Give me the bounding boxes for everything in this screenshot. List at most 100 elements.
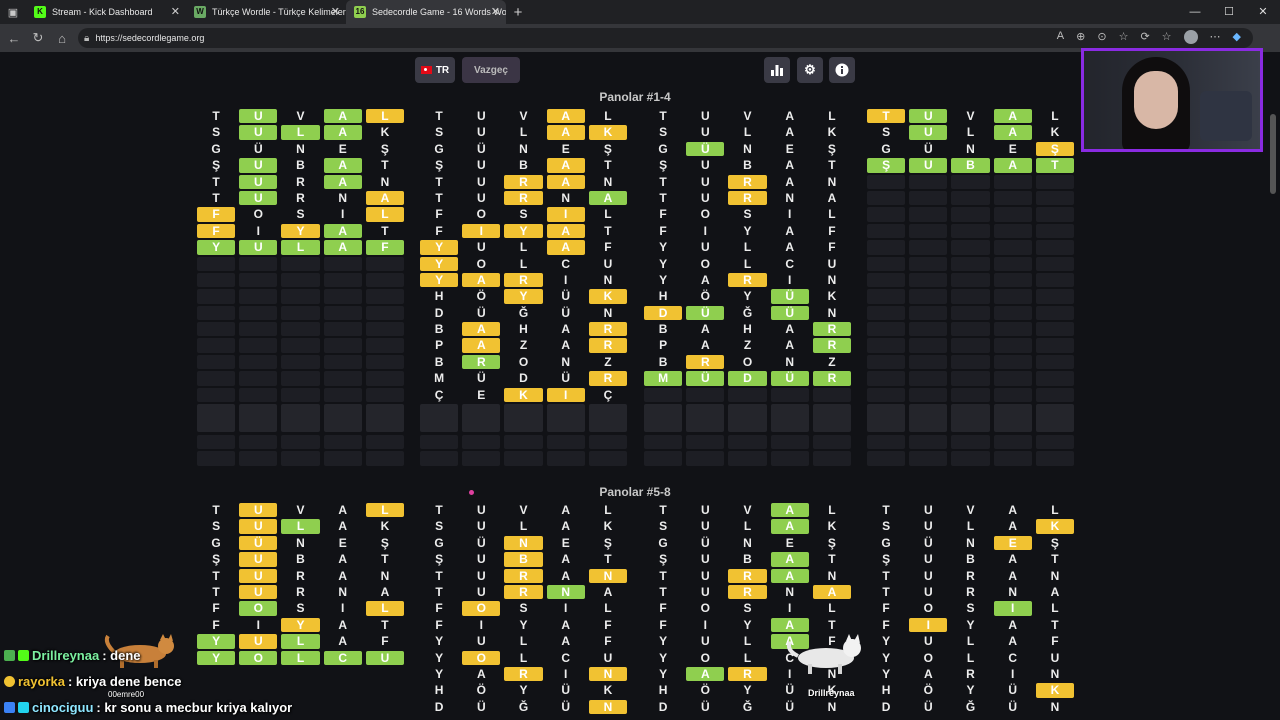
url-field[interactable]: 🔒︎ https://sedecordlegame.org A ⊕ ⊙ ☆ ⟳ … [78, 28, 1253, 48]
letter-tile: V [966, 503, 975, 517]
chat-text: : dene [102, 647, 141, 663]
letter-tile: L [281, 650, 320, 665]
browser-tab[interactable]: K Stream - Kick Dashboard ✕ [26, 0, 186, 24]
letter-tile: Ü [785, 699, 795, 714]
more-menu-icon[interactable]: ⋯ [1209, 31, 1221, 43]
close-window-icon[interactable]: ✕ [1258, 6, 1268, 18]
letter-tile: F [882, 601, 890, 616]
extensions-icon[interactable]: ⟳ [1140, 31, 1150, 43]
letter-tile: L [743, 650, 752, 665]
language-button[interactable]: TR [415, 57, 455, 83]
letter-tile: N [827, 174, 837, 189]
empty-tile [1035, 174, 1075, 189]
input-row[interactable] [644, 403, 852, 434]
letter-tile: I [788, 666, 792, 681]
tab-actions-icon[interactable]: ▣ [7, 6, 19, 19]
letter-tile: L [519, 256, 528, 271]
letter-tile: Y [435, 666, 444, 681]
letter-tile: C [323, 650, 362, 665]
zoom-icon[interactable]: ⊕ [1076, 31, 1086, 43]
letter-tile: U [476, 240, 486, 255]
letter-tile: F [828, 634, 836, 649]
close-tab-icon[interactable]: ✕ [330, 6, 340, 18]
letter-tile: Y [659, 240, 668, 255]
new-tab-button[interactable]: + [513, 3, 523, 21]
browser-tab[interactable]: W Türkçe Wordle - Türkçe Kelimeler ✕ [186, 0, 346, 24]
empty-tile [867, 371, 906, 386]
empty-tile [365, 371, 405, 386]
settings-button[interactable]: ⚙ [797, 57, 823, 83]
give-up-button[interactable]: Vazgeç [462, 57, 520, 83]
letter-tile: Y [504, 223, 543, 239]
browser-tab[interactable]: 16 Sedecordle Game - 16 Words Wo ✕ [346, 0, 506, 24]
letter-tile: U [239, 125, 278, 140]
letter-tile: I [993, 601, 1032, 616]
empty-tile [420, 435, 459, 450]
letter-tile: Ü [561, 371, 571, 386]
letter-tile: E [338, 141, 347, 156]
empty-tile [909, 289, 948, 304]
home-icon[interactable]: ⌂ [58, 30, 66, 46]
info-button[interactable] [829, 57, 855, 83]
letter-tile: N [588, 666, 628, 682]
letter-tile: S [743, 601, 752, 616]
input-row[interactable] [197, 403, 405, 434]
letter-tile: V [743, 503, 752, 517]
minimize-icon[interactable]: — [1189, 6, 1201, 18]
letter-tile: R [812, 371, 852, 386]
page-scrollbar[interactable] [1270, 114, 1276, 194]
input-row[interactable] [420, 403, 628, 434]
language-label: TR [435, 64, 450, 76]
empty-tile [197, 322, 236, 337]
letter-tile: M [644, 371, 683, 386]
read-aloud-icon[interactable]: A [1056, 30, 1065, 42]
empty-tile [951, 190, 990, 206]
letter-tile: H [658, 289, 668, 304]
letter-tile: Ş [380, 535, 389, 550]
address-bar: ← ↻ ⌂ 🔒︎ https://sedecordlegame.org A ⊕ … [0, 24, 1280, 52]
stats-button[interactable] [764, 57, 790, 83]
reload-icon[interactable]: ↻ [32, 30, 44, 45]
empty-tile [951, 451, 990, 466]
letter-tile: O [476, 256, 486, 271]
input-row[interactable] [867, 403, 1075, 434]
section-title-5-8: Panolar #5-8 [599, 485, 671, 499]
letter-tile: A [785, 109, 795, 123]
favorite-star-icon[interactable]: ☆ [1118, 31, 1129, 43]
browser-tab-bar: ▣ K Stream - Kick Dashboard ✕ W Türkçe Wordl… [0, 0, 1280, 24]
letter-tile: T [1051, 552, 1059, 567]
close-tab-icon[interactable]: ✕ [490, 6, 500, 18]
apps-icon[interactable]: ⊙ [1097, 31, 1107, 43]
back-icon[interactable]: ← [7, 30, 21, 46]
empty-tile [867, 305, 906, 321]
copilot-icon[interactable]: ◆ [1232, 31, 1241, 43]
letter-tile: V [966, 109, 975, 123]
profile-avatar[interactable] [1183, 30, 1198, 44]
letter-tile: T [659, 190, 667, 205]
letter-tile: T [867, 109, 906, 124]
letter-tile: A [603, 584, 613, 599]
chat-badge-icon [4, 675, 15, 687]
letter-tile: O [253, 207, 263, 222]
maximize-icon[interactable]: ☐ [1224, 6, 1234, 18]
empty-tile [197, 272, 236, 288]
letter-tile: T [381, 158, 389, 173]
letter-tile: K [504, 387, 543, 403]
letter-tile: Y [197, 634, 236, 649]
empty-row [867, 239, 1075, 255]
letter-tile: S [519, 601, 528, 616]
letter-tile: U [700, 519, 710, 534]
collections-icon[interactable]: ☆ [1161, 31, 1172, 43]
letter-tile: A [561, 503, 571, 517]
empty-row [867, 370, 1075, 386]
close-tab-icon[interactable]: ✕ [170, 6, 180, 18]
